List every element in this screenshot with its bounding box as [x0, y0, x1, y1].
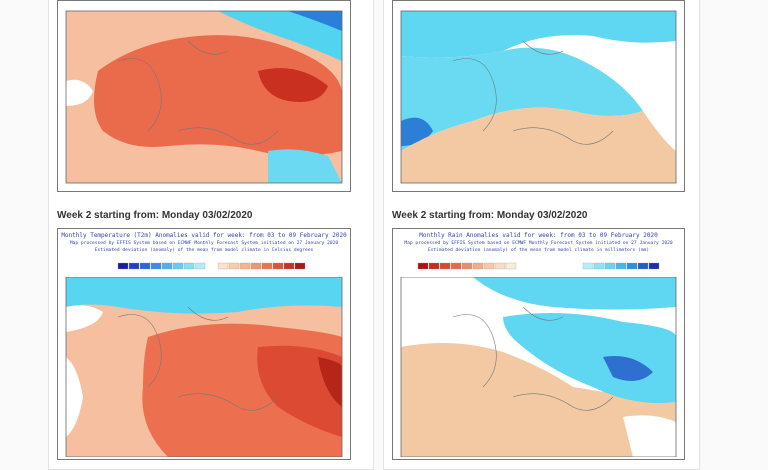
warm-area	[94, 35, 342, 156]
map-subtitle: Map processed by EFFIS System based on E…	[404, 241, 673, 246]
legend-swatch	[637, 262, 649, 270]
color-legend	[417, 262, 660, 270]
coastline	[452, 306, 614, 411]
legend-swatch	[139, 262, 151, 270]
legend-swatch	[239, 262, 251, 270]
neutral-area	[66, 79, 93, 106]
map-note: Estimated deviation (anomaly) of the mea…	[94, 248, 314, 253]
legend-swatch	[615, 262, 627, 270]
legend-swatch	[117, 262, 129, 270]
cold-area	[288, 11, 342, 31]
wet-area	[473, 277, 676, 310]
legend-swatch	[250, 262, 262, 270]
neutral-area	[66, 305, 103, 332]
cold-area	[66, 277, 342, 314]
map-frame	[392, 0, 685, 192]
map-title: Monthly Temperature (T2m) Anomalies vali…	[61, 232, 347, 239]
hot-area	[318, 357, 342, 407]
legend-swatch	[161, 262, 173, 270]
cold-area	[268, 149, 342, 183]
dry-area	[401, 343, 676, 457]
legend-swatch	[505, 262, 517, 270]
map-note: Estimated deviation (anomaly) of the mea…	[427, 248, 650, 253]
hot-area	[258, 68, 328, 102]
temperature-map	[65, 10, 343, 184]
map-border	[400, 277, 677, 457]
legend-swatch	[593, 262, 605, 270]
legend-swatch	[150, 262, 162, 270]
legend-swatch	[217, 262, 229, 270]
legend-swatch	[494, 262, 506, 270]
dry-area	[401, 107, 676, 183]
legend-swatch	[450, 262, 462, 270]
legend-swatch	[626, 262, 638, 270]
legend-swatch	[461, 262, 473, 270]
legend-swatch	[472, 262, 484, 270]
map-frame: Monthly Temperature (T2m) Anomalies vali…	[57, 228, 351, 460]
coastline	[117, 40, 279, 145]
legend-swatch	[582, 262, 594, 270]
legend-swatch	[194, 262, 206, 270]
neutral-area	[66, 357, 83, 437]
legend-swatch	[272, 262, 284, 270]
legend-swatch	[128, 262, 140, 270]
legend-swatch	[604, 262, 616, 270]
wet-area	[401, 47, 643, 151]
rain-map	[400, 10, 677, 184]
map-subtitle: Map processed by EFFIS System based on E…	[69, 241, 339, 246]
legend-swatch	[283, 262, 295, 270]
neutral-area	[633, 61, 676, 151]
rain-map	[400, 277, 677, 457]
legend-swatch	[428, 262, 440, 270]
legend-swatch	[439, 262, 451, 270]
coastline	[117, 306, 279, 411]
week-heading: Week 2 starting from: Monday 03/02/2020	[392, 210, 588, 221]
neutral-area	[623, 415, 676, 457]
very-wet-area	[603, 356, 653, 381]
map-border	[65, 277, 343, 457]
map-frame	[57, 0, 351, 192]
map-title: Monthly Rain Anomalies valid for week: f…	[419, 232, 658, 239]
legend-swatch	[648, 262, 660, 270]
legend-swatch	[417, 262, 429, 270]
map-frame: Monthly Rain Anomalies valid for week: f…	[392, 228, 685, 460]
legend-swatch	[261, 262, 273, 270]
legend-swatch	[294, 262, 306, 270]
wet-area	[401, 11, 676, 58]
page: Week 2 starting from: Monday 03/02/2020 …	[48, 0, 700, 470]
legend-swatch	[483, 262, 495, 270]
cold-area	[218, 11, 342, 61]
week-heading: Week 2 starting from: Monday 03/02/2020	[57, 210, 253, 221]
legend-swatch	[183, 262, 195, 270]
map-border	[400, 10, 677, 184]
legend-swatch	[228, 262, 240, 270]
legend-swatch	[172, 262, 184, 270]
color-legend	[117, 262, 306, 270]
temperature-map	[65, 277, 343, 457]
map-border	[65, 10, 343, 184]
coastline	[452, 40, 614, 145]
